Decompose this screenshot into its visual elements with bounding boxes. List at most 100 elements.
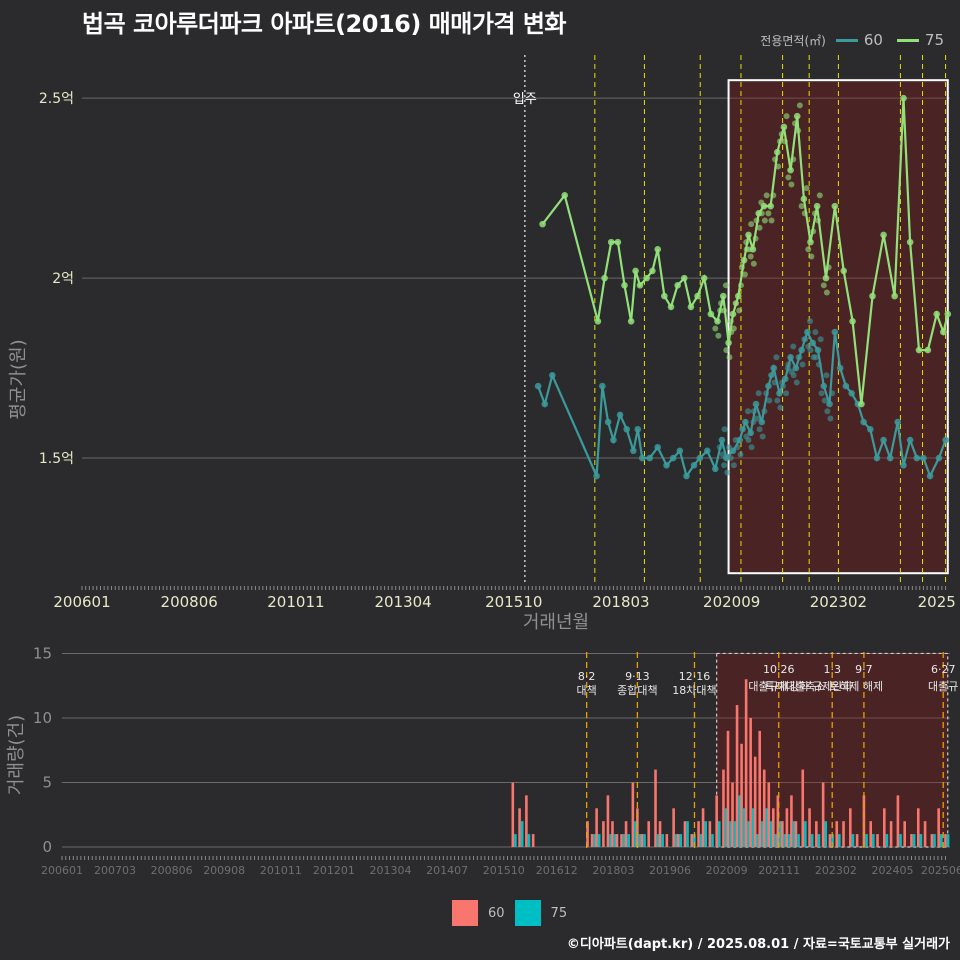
data-point-75	[781, 138, 788, 145]
bar-60	[525, 795, 528, 847]
data-point-60	[721, 462, 728, 469]
data-point-60	[727, 455, 734, 462]
data-point-75	[785, 174, 792, 181]
bar-75	[693, 834, 696, 847]
data-point-75	[750, 260, 757, 267]
bar-x-tick-label: 201510	[483, 864, 525, 877]
data-point-60	[848, 389, 855, 397]
legend-swatch-75	[896, 38, 919, 42]
data-point-60	[807, 347, 814, 354]
legend-top: 전용면적(㎡) 60 75	[760, 31, 952, 49]
data-point-75	[770, 192, 777, 199]
bar-75	[783, 834, 787, 847]
data-point-75	[924, 346, 932, 354]
data-point-75	[787, 166, 794, 174]
data-point-75	[736, 307, 743, 314]
bar-y-tick-label: 5	[42, 773, 52, 791]
data-point-60	[646, 454, 654, 462]
bar-75	[704, 821, 707, 847]
data-point-60	[745, 408, 752, 415]
y-tick-label: 1.5억	[39, 451, 74, 467]
data-point-60	[761, 408, 768, 415]
data-point-60	[718, 436, 726, 444]
data-point-60	[534, 382, 542, 390]
data-point-60	[730, 462, 737, 469]
data-point-75	[561, 192, 569, 199]
data-point-60	[823, 372, 830, 379]
bar-x-tick-label: 202506	[921, 864, 960, 877]
data-point-75	[900, 94, 907, 102]
bar-60	[785, 808, 789, 847]
data-point-60	[716, 444, 723, 451]
bar-75	[514, 834, 517, 847]
data-point-75	[808, 253, 815, 260]
data-point-75	[594, 317, 602, 325]
bar-60	[772, 808, 775, 847]
data-point-75	[738, 264, 745, 271]
bar-60	[631, 782, 635, 847]
data-point-60	[836, 364, 844, 372]
bar-75	[824, 821, 828, 847]
data-point-60	[623, 425, 631, 433]
legend-box-60	[452, 900, 478, 926]
bar-75	[729, 821, 732, 847]
bar-60	[767, 782, 771, 847]
data-point-60	[774, 397, 781, 404]
bar-75	[838, 834, 841, 847]
data-point-60	[654, 443, 662, 451]
bar-75	[711, 834, 714, 847]
data-point-60	[724, 469, 731, 476]
bar-60	[715, 795, 718, 847]
bar-60	[726, 730, 730, 847]
data-point-75	[801, 210, 808, 217]
policy-date-label: 9·13	[625, 670, 650, 683]
bar-75	[804, 821, 807, 847]
data-point-75	[810, 228, 817, 235]
data-point-75	[767, 202, 774, 210]
bar-60	[531, 834, 535, 847]
data-point-60	[802, 336, 809, 343]
bar-75	[797, 834, 800, 847]
x-tick-label: 201011	[267, 593, 324, 611]
bar-60	[883, 808, 886, 847]
data-point-75	[805, 246, 812, 253]
data-point-75	[748, 221, 755, 228]
bar-60	[690, 834, 694, 847]
bar-x-tick-label: 201906	[649, 864, 691, 877]
data-point-60	[818, 390, 825, 397]
data-point-75	[539, 220, 546, 228]
bar-75	[634, 821, 637, 847]
data-point-75	[869, 292, 876, 300]
data-point-75	[700, 274, 708, 282]
data-point-75	[601, 274, 608, 282]
data-point-60	[683, 472, 690, 480]
data-point-75	[721, 307, 728, 314]
data-point-75	[820, 282, 827, 289]
data-point-75	[790, 156, 797, 163]
bar-75	[939, 834, 943, 847]
data-point-75	[627, 317, 635, 325]
data-point-60	[935, 454, 943, 462]
bar-60	[595, 808, 598, 847]
bar-60	[903, 821, 906, 847]
data-point-60	[721, 426, 728, 433]
legend-bottom: 60 75	[452, 900, 567, 926]
bar-60	[518, 808, 521, 847]
bar-y-axis-title: 거래량(건)	[6, 715, 27, 795]
data-point-60	[663, 461, 670, 469]
data-point-60	[723, 454, 730, 462]
data-point-60	[783, 390, 790, 397]
bar-60	[849, 808, 852, 847]
policy-date-label: 6·27	[931, 663, 956, 676]
data-point-75	[792, 120, 798, 127]
data-point-60	[807, 318, 814, 325]
bar-x-tick-label: 202009	[706, 864, 748, 877]
bar-x-tick-label: 202111	[758, 864, 800, 877]
bar-60	[624, 821, 628, 847]
data-point-75	[807, 238, 814, 246]
bar-75	[919, 834, 923, 847]
data-point-75	[694, 292, 701, 300]
bar-x-tick-label: 201304	[369, 864, 411, 877]
x-tick-label: 202302	[810, 593, 867, 611]
data-point-75	[674, 282, 681, 289]
